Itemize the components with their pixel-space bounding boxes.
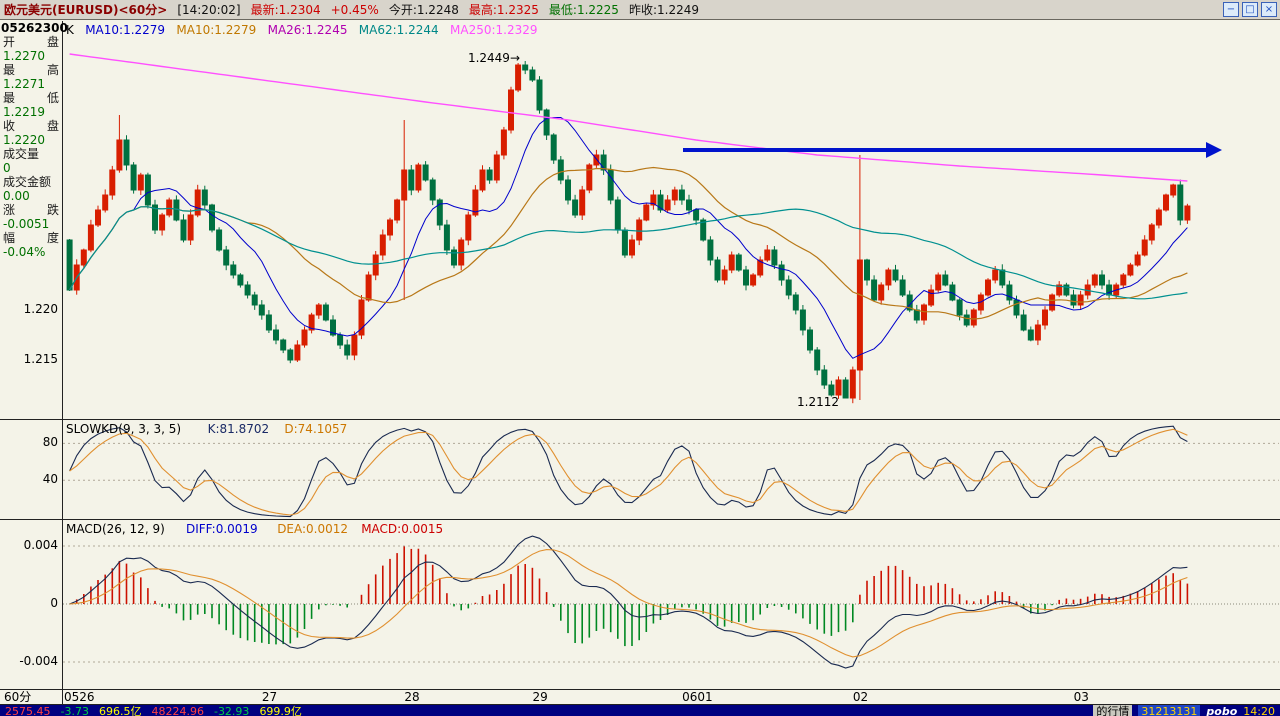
- info-label-1: 最高: [3, 63, 59, 77]
- status-index-2: 696.5亿: [98, 705, 142, 716]
- macd-header-token-0: MACD(26, 12, 9): [66, 522, 165, 536]
- info-label-2: 最低: [3, 91, 59, 105]
- info-label-3: 收盘: [3, 119, 59, 133]
- status-clock: 14:20: [1243, 705, 1275, 716]
- symbol-title: 欧元美元(EURUSD)<60分>: [4, 3, 168, 17]
- info-label-4: 成交量: [3, 147, 40, 161]
- info-label-7: 幅度: [3, 231, 59, 245]
- window-controls: − □ ×: [1223, 2, 1277, 17]
- brand-logo: pobo: [1206, 705, 1238, 716]
- quote-field-0: 最新:1.2304: [250, 3, 321, 17]
- price-annotation-1: 1.2112: [797, 395, 839, 409]
- x-tick-6: 03: [1073, 690, 1089, 704]
- restore-button[interactable]: □: [1242, 2, 1258, 17]
- price-axis-label-0: 1.220: [23, 302, 58, 316]
- status-right: 的行情 31213131 pobo 14:20: [1093, 705, 1275, 716]
- x-tick-5: 02: [852, 690, 869, 704]
- info-value-0: 1.2270: [3, 49, 45, 63]
- ma-header-token-0: K: [66, 23, 74, 37]
- kd-header-token-2: D:74.1057: [284, 422, 348, 436]
- macd-ylabel-2: -0.004: [19, 654, 58, 668]
- status-index-5: 699.9亿: [259, 705, 302, 716]
- x-tick-0: 0526: [64, 690, 95, 704]
- bar-timestamp: 05262300: [1, 21, 68, 35]
- info-value-4: 0: [3, 161, 11, 175]
- kd-ylabel-1: 40: [42, 472, 58, 487]
- status-market-label: 的行情: [1093, 705, 1133, 716]
- info-value-7: -0.04%: [3, 245, 46, 259]
- kd-header-token-1: K:81.8702: [207, 422, 270, 436]
- quote-summary: 最新:1.2304 +0.45% 今开:1.2248 最高:1.2325 最低:1.22…: [251, 1, 709, 18]
- quote-time: [14:20:02]: [177, 2, 241, 17]
- status-index-4: -32.93: [213, 705, 250, 716]
- status-index-3: 48224.96: [151, 705, 204, 716]
- info-label-0: 开盘: [3, 35, 59, 49]
- quote-field-1: +0.45%: [330, 3, 379, 17]
- macd-header-token-2: DEA:0.0012: [277, 522, 349, 536]
- status-bar: 2575.45 -3.73 696.5亿 48224.96 -32.93 699.9亿 的…: [0, 705, 1280, 716]
- ma-header-token-2: MA10:1.2279: [176, 23, 257, 37]
- info-value-1: 1.2271: [3, 77, 45, 91]
- price-annotation-0: 1.2449→: [467, 51, 520, 65]
- kd-header-token-0: SLOWKD(9, 3, 3, 5): [66, 422, 182, 436]
- macd-header-token-3: MACD:0.0015: [361, 522, 444, 536]
- info-label-5: 成交金额: [3, 175, 52, 189]
- index-ticker: 2575.45 -3.73 696.5亿 48224.96 -32.93 699.9亿: [5, 705, 312, 716]
- info-value-6: -0.0051: [3, 217, 50, 231]
- ohlc-info-panel: 05262300 开盘 1.2270 最高 1.2271 最低 1.2219 收盘 1.2220…: [0, 21, 68, 259]
- quote-field-5: 昨收:1.2249: [628, 3, 699, 17]
- price-axis-label-1: 1.215: [23, 352, 58, 366]
- close-button[interactable]: ×: [1261, 2, 1277, 17]
- macd-ylabel-0: 0.004: [23, 538, 58, 552]
- ma-header-token-4: MA62:1.2244: [358, 23, 439, 37]
- info-value-5: 0.00: [3, 189, 30, 203]
- x-tick-4: 0601: [682, 690, 713, 704]
- minimize-button[interactable]: −: [1223, 2, 1239, 17]
- info-label-6: 涨跌: [3, 203, 59, 217]
- macd-header-token-1: DIFF:0.0019: [186, 522, 258, 536]
- ma-header-token-5: MA250:1.2329: [450, 23, 538, 37]
- info-value-2: 1.2219: [3, 105, 45, 119]
- status-index-1: -3.73: [60, 705, 89, 716]
- ma-header-token-3: MA26:1.2245: [267, 23, 348, 37]
- period-label: 60分: [4, 690, 32, 704]
- status-index-0: 2575.45: [5, 705, 51, 716]
- macd-ylabel-1: 0: [50, 596, 58, 610]
- quote-field-2: 今开:1.2248: [388, 3, 459, 17]
- ma-header-token-1: MA10:1.2279: [85, 23, 166, 37]
- status-code: 31213131: [1138, 705, 1201, 716]
- x-tick-1: 27: [261, 690, 278, 704]
- x-tick-3: 29: [532, 690, 548, 704]
- info-value-3: 1.2220: [3, 133, 45, 147]
- kd-ylabel-0: 80: [42, 435, 58, 450]
- titlebar: 欧元美元(EURUSD)<60分> [14:20:02] 最新:1.2304 +0…: [0, 0, 1280, 20]
- quote-field-4: 最低:1.2225: [548, 3, 619, 17]
- x-tick-2: 28: [404, 690, 420, 704]
- quote-field-3: 最高:1.2325: [468, 3, 539, 17]
